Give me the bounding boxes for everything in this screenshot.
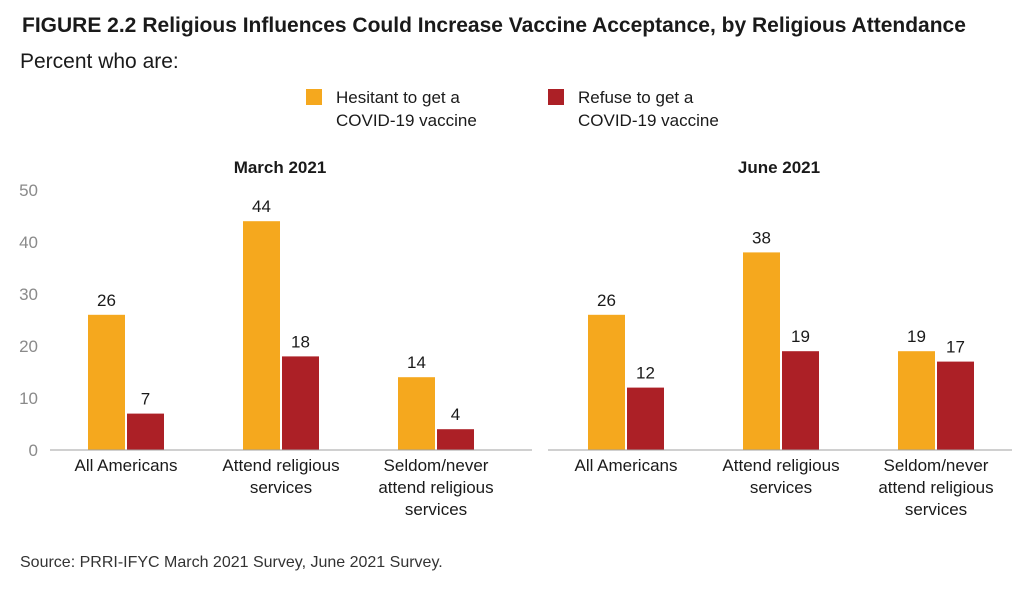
y-tick-label: 0 bbox=[29, 441, 38, 460]
data-label: 19 bbox=[791, 327, 810, 346]
bar bbox=[243, 221, 280, 450]
data-label: 17 bbox=[946, 338, 965, 357]
bar bbox=[127, 413, 164, 450]
legend-swatch-hesitant bbox=[306, 89, 322, 105]
legend-label-hesitant-line2: COVID-19 vaccine bbox=[336, 111, 477, 130]
y-tick-label: 20 bbox=[19, 337, 38, 356]
x-tick-label-line: attend religious bbox=[378, 478, 493, 497]
figure-title: FIGURE 2.2 Religious Influences Could Inc… bbox=[22, 14, 966, 38]
data-label: 19 bbox=[907, 327, 926, 346]
x-tick-label-line: Seldom/never bbox=[884, 456, 989, 475]
y-tick-label: 30 bbox=[19, 285, 38, 304]
legend-label-hesitant: Hesitant to get a COVID-19 vaccine bbox=[336, 86, 477, 132]
x-tick-label: Seldom/never attend religious services bbox=[378, 456, 493, 519]
data-label: 18 bbox=[291, 332, 310, 351]
x-tick-label-line: services bbox=[905, 500, 967, 519]
x-tick-label-line: Attend religious bbox=[722, 456, 839, 475]
data-label: 26 bbox=[597, 291, 616, 310]
x-tick-label-line: services bbox=[750, 478, 812, 497]
chart-panel-1: March 2021 0 10 20 30 40 50 26 7 All Americans 44 1… bbox=[19, 158, 532, 519]
x-tick-label-line: services bbox=[405, 500, 467, 519]
x-tick-label-line: All Americans bbox=[575, 456, 678, 475]
bar bbox=[88, 314, 125, 450]
figure-number: FIGURE 2.2 bbox=[22, 14, 137, 37]
x-tick-label: All Americans bbox=[75, 456, 178, 475]
x-tick-label-line: Attend religious bbox=[222, 456, 339, 475]
data-label: 38 bbox=[752, 228, 771, 247]
bar bbox=[282, 356, 319, 450]
y-tick-label: 50 bbox=[19, 181, 38, 200]
figure-title-text: Religious Influences Could Increase Vacc… bbox=[142, 14, 966, 37]
bar bbox=[743, 252, 780, 450]
x-tick-label: Attend religious services bbox=[222, 456, 339, 497]
chart-title: June 2021 bbox=[738, 158, 820, 177]
data-label: 26 bbox=[97, 291, 116, 310]
bar bbox=[898, 351, 935, 450]
source-note: Source: PRRI-IFYC March 2021 Survey, Jun… bbox=[20, 554, 443, 571]
y-tick-label: 10 bbox=[19, 389, 38, 408]
data-label: 7 bbox=[141, 390, 150, 409]
x-tick-label: Attend religious services bbox=[722, 456, 839, 497]
bar bbox=[588, 314, 625, 450]
data-label: 4 bbox=[451, 405, 460, 424]
x-tick-label-line: All Americans bbox=[75, 456, 178, 475]
legend-swatch-refuse bbox=[548, 89, 564, 105]
x-tick-label: All Americans bbox=[575, 456, 678, 475]
legend-label-refuse: Refuse to get a COVID-19 vaccine bbox=[578, 86, 719, 132]
figure-subtitle: Percent who are: bbox=[20, 50, 179, 73]
bar bbox=[937, 361, 974, 450]
bar bbox=[627, 387, 664, 450]
x-tick-label: Seldom/never attend religious services bbox=[878, 456, 993, 519]
bar bbox=[437, 429, 474, 450]
data-label: 44 bbox=[252, 197, 271, 216]
legend-label-refuse-line1: Refuse to get a bbox=[578, 88, 694, 107]
x-tick-label-line: attend religious bbox=[878, 478, 993, 497]
data-label: 14 bbox=[407, 353, 426, 372]
legend-label-hesitant-line1: Hesitant to get a bbox=[336, 88, 460, 107]
y-tick-label: 40 bbox=[19, 233, 38, 252]
chart-panel-2: June 2021 26 12 All Americans 38 19 Attend rel… bbox=[548, 158, 1012, 519]
bar bbox=[398, 377, 435, 450]
chart-title: March 2021 bbox=[234, 158, 327, 177]
data-label: 12 bbox=[636, 364, 655, 383]
x-tick-label-line: Seldom/never bbox=[384, 456, 489, 475]
legend-label-refuse-line2: COVID-19 vaccine bbox=[578, 111, 719, 130]
x-tick-label-line: services bbox=[250, 478, 312, 497]
bar bbox=[782, 351, 819, 450]
